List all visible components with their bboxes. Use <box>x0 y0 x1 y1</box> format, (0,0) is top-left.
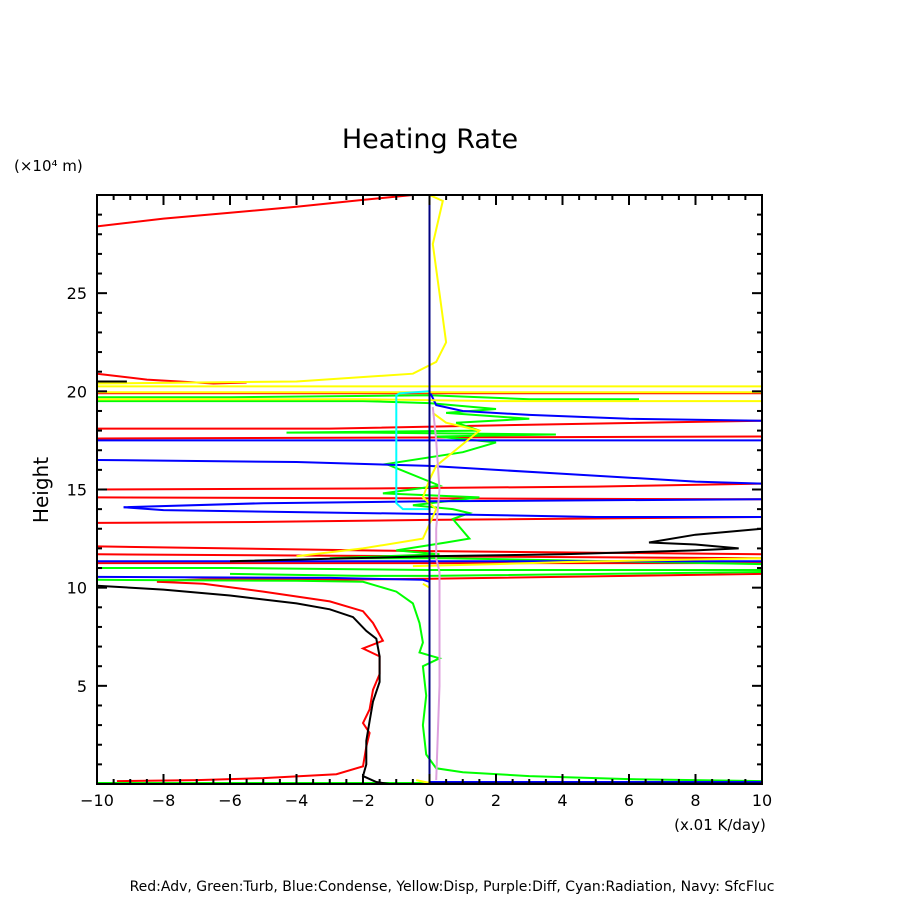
y-tick-label: 10 <box>67 579 87 598</box>
x-tick-label: −6 <box>218 791 242 810</box>
y-tick-label: 15 <box>67 481 87 500</box>
series-radiation-line <box>395 390 430 511</box>
series-disp-line <box>97 195 448 385</box>
chart-title: Heating Rate <box>342 124 518 155</box>
x-tick-label: −4 <box>285 791 309 810</box>
series-adv-line <box>116 580 385 783</box>
series-condense-line <box>97 575 430 583</box>
x-tick-label: 2 <box>491 791 501 810</box>
series-layer <box>97 195 762 784</box>
x-tick-label: 6 <box>624 791 634 810</box>
x-tick-label: 0 <box>424 791 434 810</box>
x-tick-label: −8 <box>152 791 176 810</box>
x-tick-label: 10 <box>752 791 772 810</box>
y-unit-label: (×10⁴ m) <box>14 157 83 175</box>
legend: Red:Adv, Green:Turb, Blue:Condense, Yell… <box>130 879 775 895</box>
series-adv-line <box>97 545 762 556</box>
y-axis-label: Height <box>29 457 53 523</box>
series-disp-line <box>412 557 762 568</box>
series-condense-line <box>428 390 762 422</box>
x-tick-label: 4 <box>557 791 567 810</box>
y-tick-label: 20 <box>67 382 87 401</box>
x-tick-label: −10 <box>80 791 114 810</box>
series-total-line <box>229 527 762 563</box>
series-turb-line <box>97 567 762 571</box>
series-condense-line <box>123 506 762 518</box>
series-condense-line <box>123 498 762 509</box>
series-total-line <box>97 584 390 784</box>
axes-layer: −10 −8 −6 −4 −2 0 2 4 6 8 10 5 10 15 20 25 <box>67 194 772 810</box>
series-adv-line <box>97 516 762 524</box>
y-tick-label: 25 <box>67 284 87 303</box>
y-tick-label: 5 <box>77 677 87 696</box>
series-condense-line <box>97 459 762 485</box>
x-tick-label: 8 <box>690 791 700 810</box>
series-turb-line <box>97 578 762 783</box>
series-diff-line <box>431 406 441 781</box>
series-adv-line <box>97 195 413 228</box>
series-disp-line <box>415 779 430 784</box>
series-disp-line <box>422 582 431 589</box>
x-tick-label: −2 <box>351 791 375 810</box>
series-adv-line <box>97 482 762 491</box>
series-disp-line <box>296 412 482 558</box>
series-turb-line <box>229 571 762 577</box>
x-axis-label: (x.01 K/day) <box>674 816 766 834</box>
